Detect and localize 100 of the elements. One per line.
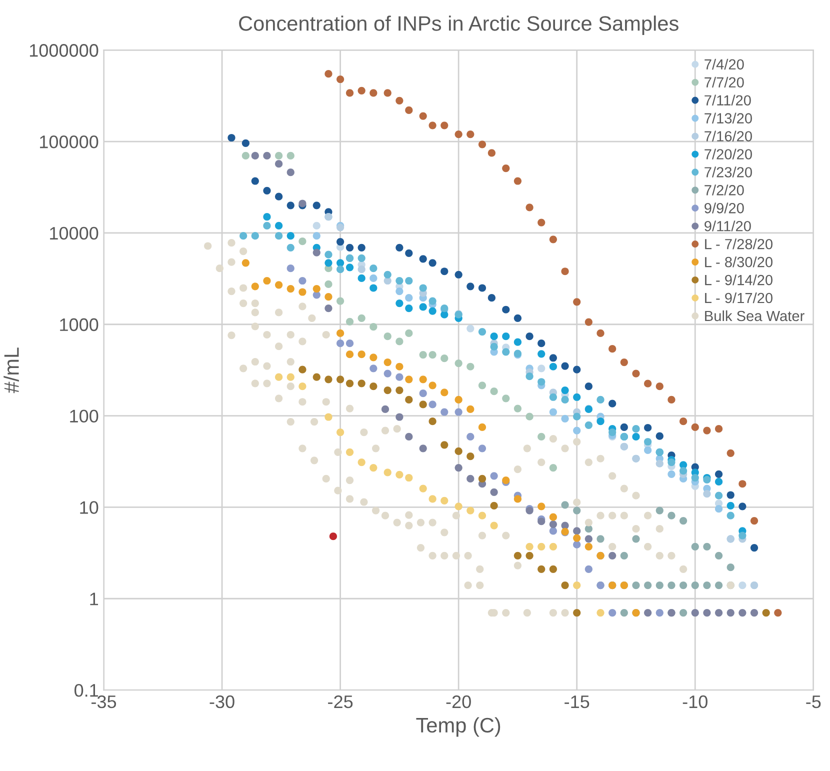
point [324,293,332,301]
point [274,192,283,200]
point [561,501,569,509]
point [274,160,283,168]
point [298,238,306,246]
point [336,238,344,246]
point [228,134,236,142]
point [419,112,427,120]
point [370,464,378,472]
point [478,140,486,148]
point [381,405,390,414]
point [538,378,546,386]
point [263,152,271,160]
point [242,152,250,160]
point [490,342,498,350]
legend-label: L - 7/28/20 [705,238,772,250]
point [336,297,344,305]
point [286,168,294,176]
point [428,297,436,305]
point [358,254,366,262]
point [358,244,366,252]
point [384,468,392,476]
point [419,376,427,384]
point [396,276,404,285]
point [324,413,332,421]
point [263,213,271,221]
point [478,444,486,452]
point [490,488,498,496]
legend-label: 7/7/20 [704,76,744,88]
point [738,480,746,488]
point [656,432,664,440]
point [608,400,616,408]
point [608,428,616,436]
point [608,552,616,560]
point [573,426,581,434]
point [312,232,320,240]
point [286,202,294,210]
y-tick-label: 100 [70,410,98,423]
point [644,446,652,454]
point [584,318,592,326]
point [405,432,413,441]
point [514,314,522,322]
point [478,328,486,336]
point [428,382,436,390]
point [668,512,676,520]
point [454,447,462,455]
point [632,535,640,543]
point [384,89,392,97]
legend-label: 7/2/20 [704,184,744,196]
point [358,458,366,466]
point [370,274,378,282]
point [298,382,306,390]
point [384,332,392,340]
point [549,520,557,528]
point [656,581,664,590]
x-tick-label: -30 [210,695,234,708]
point [668,470,676,478]
point [286,244,294,252]
y-tick-label: 1000 [60,318,98,332]
y-tick-label: 1000000 [30,44,98,57]
point [679,418,688,426]
point [440,310,448,318]
point [703,542,711,550]
point [466,130,474,138]
point [242,259,250,267]
point [286,373,294,381]
point [632,370,640,378]
point [526,552,534,560]
x-axis-title: Temp (C) [416,717,500,737]
point [750,517,758,525]
point [336,266,344,274]
point [514,495,522,503]
point [596,535,604,543]
y-tick-label: 10 [80,501,98,514]
point [384,370,392,378]
point [549,464,557,472]
point [440,268,448,276]
point [679,517,688,525]
point [714,608,723,617]
point [346,89,354,97]
point [396,373,404,381]
point [502,306,510,314]
point [405,396,413,404]
legend-label: 9/9/20 [704,202,744,214]
point [596,396,604,404]
point [538,502,546,510]
point [561,268,569,276]
point [573,298,581,306]
point [738,502,746,510]
point [466,506,474,514]
point [703,581,711,590]
point [514,177,522,185]
point [644,438,652,446]
x-tick-label: -25 [328,695,353,708]
point [573,412,581,420]
point [274,373,283,381]
point [419,255,427,263]
point [396,338,404,346]
point [440,122,448,130]
point [538,340,546,348]
